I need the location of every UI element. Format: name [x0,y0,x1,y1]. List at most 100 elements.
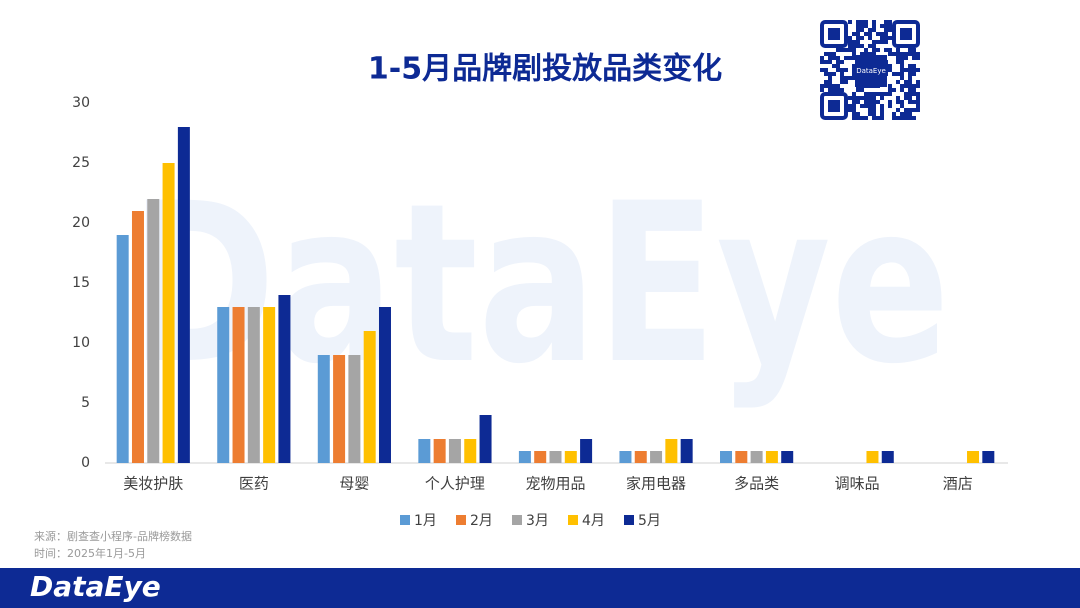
legend-label: 4月 [582,513,605,529]
qr-cell [888,36,892,40]
x-tick-label: 酒店 [943,475,973,493]
qr-cell [868,28,872,32]
qr-cell [896,100,900,104]
qr-cell [908,72,912,76]
qr-cell [848,20,852,24]
qr-cell [872,28,876,32]
qr-cell [864,92,868,96]
qr-cell [916,52,920,56]
qr-cell [852,112,856,116]
qr-cell [836,60,840,64]
x-tick-label: 家用电器 [626,475,686,493]
qr-cell [836,88,840,92]
qr-cell [908,100,912,104]
qr-cell [864,48,868,52]
bar [634,451,647,463]
qr-cell [828,88,832,92]
qr-cell [908,48,912,52]
qr-cell [872,24,876,28]
qr-cell [888,64,892,68]
qr-cell [856,100,860,104]
qr-cell [852,108,856,112]
qr-cell [872,112,876,116]
bar [418,439,431,463]
qr-cell [884,32,888,36]
qr-cell [888,24,892,28]
bar [333,355,346,463]
qr-cell [912,72,916,76]
qr-cell [820,68,824,72]
qr-cell [828,72,832,76]
qr-cell [864,24,868,28]
qr-cell [904,80,908,84]
qr-cell [892,52,896,56]
qr-cell [912,92,916,96]
qr-cell [876,40,880,44]
qr-cell [868,108,872,112]
qr-cell [908,108,912,112]
qr-cell [872,48,876,52]
qr-cell [852,100,856,104]
qr-cell [916,80,920,84]
qr-cell [860,116,864,120]
qr-cell [872,96,876,100]
qr-cell [908,80,912,84]
qr-cell [828,52,832,56]
legend-label: 3月 [526,513,549,529]
qr-cell [864,96,868,100]
y-tick-label: 0 [81,455,90,471]
bar [177,127,190,463]
bar [680,439,693,463]
qr-cell [880,92,884,96]
qr-cell [884,36,888,40]
qr-cell [916,96,920,100]
qr-cell [852,64,856,68]
y-tick-label: 30 [72,95,90,111]
qr-cell [900,116,904,120]
legend-swatch [456,515,466,525]
qr-cell [844,68,848,72]
qr-cell [872,40,876,44]
bar [518,451,531,463]
qr-cell [884,92,888,96]
qr-cell [912,84,916,88]
qr-cell [896,56,900,60]
legend-swatch [512,515,522,525]
qr-cell [844,80,848,84]
qr-cell [828,60,832,64]
qr-cell [904,84,908,88]
qr-cell [860,104,864,108]
qr-cell [916,100,920,104]
qr-cell [916,108,920,112]
qr-cell [860,44,864,48]
qr-cell [840,76,844,80]
footer-brand: DataEye [30,570,161,603]
qr-cell [848,44,852,48]
qr-cell [844,48,848,52]
qr-cell [904,68,908,72]
qr-cell [824,52,828,56]
qr-cell [832,64,836,68]
qr-cell [884,48,888,52]
qr-cell [892,72,896,76]
qr-cell [868,36,872,40]
qr-finder-dot [828,100,840,112]
qr-cell [824,72,828,76]
bar [982,451,995,463]
qr-cell [908,76,912,80]
qr-cell [856,116,860,120]
qr-cell [820,56,824,60]
qr-cell [860,36,864,40]
qr-cell [888,48,892,52]
qr-cell [836,68,840,72]
bar [278,295,291,463]
qr-cell [880,32,884,36]
qr-cell [828,56,832,60]
qr-cell [856,20,860,24]
qr-cell [896,80,900,84]
qr-cell [856,36,860,40]
qr-cell [900,104,904,108]
x-tick-label: 多品类 [734,475,779,493]
x-tick-label: 个人护理 [425,475,485,493]
qr-cell [852,72,856,76]
